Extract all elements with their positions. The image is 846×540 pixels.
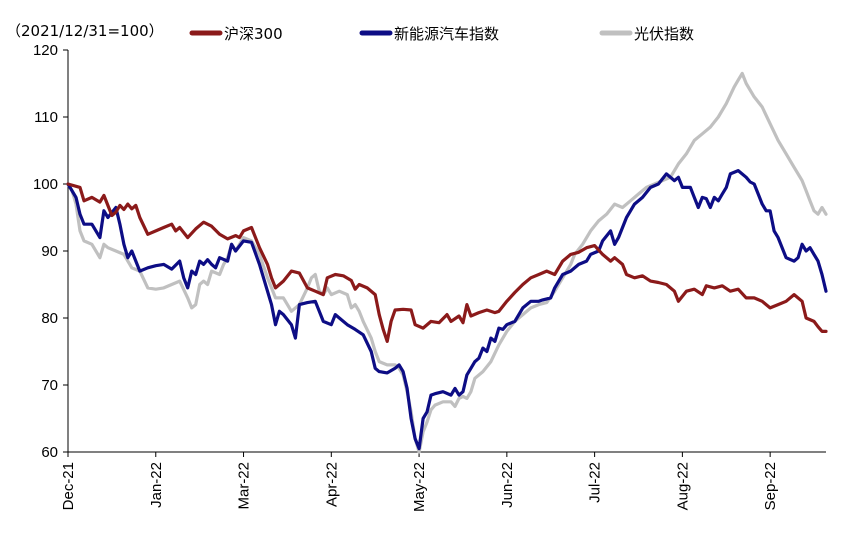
y-tick-label: 120 xyxy=(33,42,58,59)
x-tick-label: Sep-22 xyxy=(762,462,779,510)
y-tick-label: 80 xyxy=(41,310,58,327)
x-tick-label: Jul-22 xyxy=(587,462,604,503)
y-axis: 60 70 80 90 100 110 120 xyxy=(33,42,69,461)
x-tick-label: Aug-22 xyxy=(674,462,691,510)
series-line-nev-index xyxy=(66,169,828,451)
x-tick-label: Mar-22 xyxy=(236,462,253,510)
x-tick-label: Jun-22 xyxy=(499,462,516,508)
y-tick-label: 110 xyxy=(34,109,58,126)
legend-label-hs300: 沪深300 xyxy=(224,25,283,43)
legend-label-nev-index: 新能源汽车指数 xyxy=(394,25,499,43)
legend-item-hs300: 沪深300 xyxy=(189,25,283,43)
y-unit-label: （2021/12/31=100） xyxy=(6,22,164,40)
series-line-hs300 xyxy=(66,182,828,343)
legend-item-pv-index: 光伏指数 xyxy=(599,25,694,43)
legend: 沪深300 新能源汽车指数 光伏指数 xyxy=(189,25,694,43)
x-tick-label: May-22 xyxy=(411,462,428,512)
y-tick-label: 90 xyxy=(41,243,58,260)
y-tick-label: 60 xyxy=(41,444,58,461)
x-tick-label: Dec-21 xyxy=(60,462,77,510)
series-layer xyxy=(66,71,828,454)
y-tick-label: 100 xyxy=(33,176,58,193)
legend-label-pv-index: 光伏指数 xyxy=(634,25,694,43)
x-axis: Dec-21 Jan-22 Mar-22 Apr-22 May-22 Jun-22 Jul-… xyxy=(60,451,826,512)
x-tick-label: Apr-22 xyxy=(323,462,340,507)
x-tick-label: Jan-22 xyxy=(148,462,165,508)
y-tick-label: 70 xyxy=(41,377,58,394)
legend-item-nev-index: 新能源汽车指数 xyxy=(359,25,499,43)
